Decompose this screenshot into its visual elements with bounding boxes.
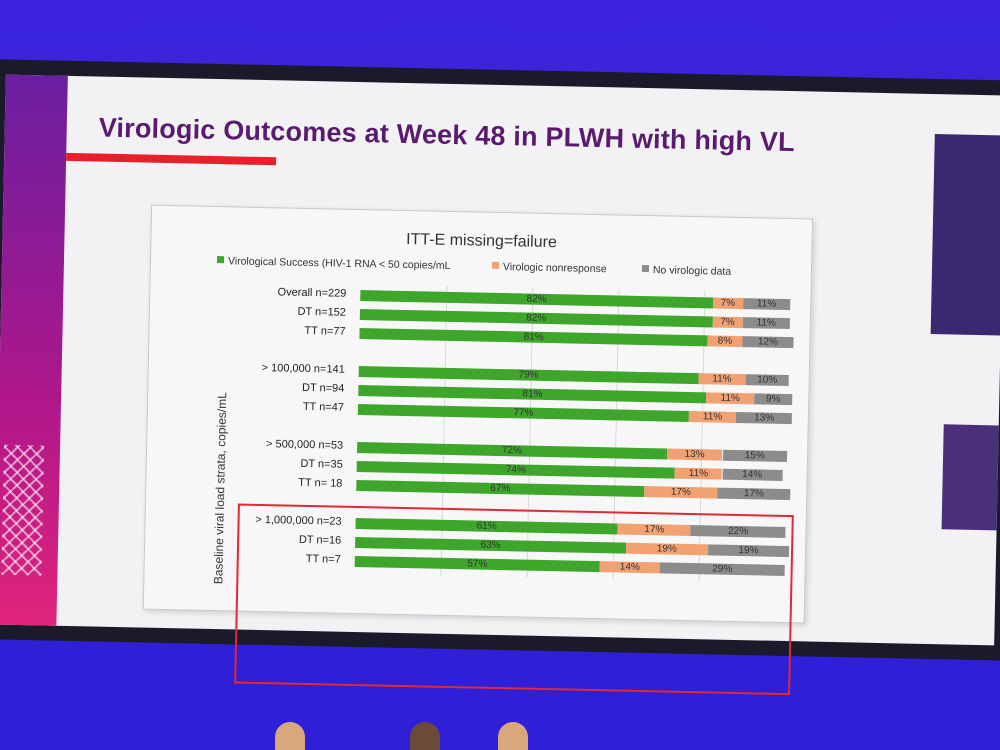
data-label-no-data: 11%	[756, 317, 776, 329]
data-label-no-data: 13%	[754, 412, 775, 424]
audience-head	[275, 722, 305, 750]
data-label-nonresponse: 11%	[702, 411, 723, 423]
data-label-success: 81%	[523, 331, 544, 343]
legend-item-no-data: No virologic data	[641, 264, 732, 278]
data-label-success: 82%	[526, 293, 547, 305]
data-label-success: 79%	[518, 369, 539, 381]
category-label: TT n= 18	[298, 476, 343, 490]
data-label-nonresponse: 7%	[720, 316, 735, 328]
data-label-success: 81%	[522, 388, 543, 400]
data-label-no-data: 11%	[756, 298, 777, 310]
legend-swatch-no-data	[641, 264, 650, 273]
legend-swatch-success	[216, 256, 225, 264]
highlight-box-high-viral-load	[234, 503, 794, 696]
legend-item-nonresponse: Virologic nonresponse	[491, 261, 607, 276]
category-label: > 100,000 n=141	[261, 362, 345, 376]
legend-swatch-nonresponse	[491, 261, 500, 269]
data-label-nonresponse: 17%	[670, 486, 692, 499]
legend-item-success: Virological Success (HIV-1 RNA < 50 copi…	[216, 255, 451, 272]
data-label-nonresponse: 13%	[684, 448, 705, 461]
legend-label-no-data: No virologic data	[652, 264, 732, 278]
chart-container: ITT-E missing=failure Virological Succes…	[142, 204, 814, 696]
data-label-nonresponse: 8%	[717, 335, 733, 347]
data-label-no-data: 17%	[743, 488, 765, 500]
legend-label-nonresponse: Virologic nonresponse	[502, 261, 607, 276]
chart-legend: Virological Success (HIV-1 RNA < 50 copi…	[216, 255, 807, 281]
data-label-no-data: 10%	[757, 374, 778, 386]
audience-head	[498, 722, 528, 750]
category-label: TT n=47	[302, 400, 345, 414]
audience-head	[410, 722, 440, 750]
data-label-success: 77%	[513, 407, 534, 419]
category-label: Overall n=229	[277, 286, 347, 300]
category-label: DT n=35	[300, 457, 343, 471]
data-label-nonresponse: 7%	[720, 297, 736, 309]
chart-title: ITT-E missing=failure	[405, 231, 558, 252]
data-label-nonresponse: 11%	[688, 467, 709, 480]
presentation-slide: Virologic Outcomes at Week 48 in PLWH wi…	[0, 74, 1000, 696]
category-label: DT n=152	[297, 305, 347, 319]
data-label-no-data: 15%	[744, 450, 765, 462]
category-label: DT n=94	[301, 381, 345, 395]
data-label-no-data: 12%	[757, 336, 779, 348]
legend-label-success: Virological Success (HIV-1 RNA < 50 copi…	[227, 255, 451, 272]
data-label-success: 72%	[501, 445, 523, 457]
data-label-no-data: 14%	[742, 469, 763, 481]
data-label-success: 74%	[505, 464, 526, 476]
slide-left-accent-band	[0, 74, 68, 626]
data-label-success: 82%	[526, 312, 547, 324]
category-label: > 500,000 n=53	[265, 438, 344, 452]
data-label-success: 67%	[490, 482, 511, 495]
data-label-nonresponse: 11%	[720, 392, 740, 405]
category-label: TT n=77	[304, 324, 346, 338]
slide-right-panel-lower	[941, 424, 999, 531]
data-label-nonresponse: 11%	[712, 373, 732, 385]
chart-plot-area: Overall n=229 82% 7% 11% DT n=152 82% 7% 11% TT …	[152, 206, 812, 582]
slide-right-panel	[930, 134, 1000, 336]
title-underline	[66, 152, 277, 166]
data-label-no-data: 9%	[765, 393, 781, 405]
cross-pattern-decoration	[1, 444, 45, 576]
slide-title: Virologic Outcomes at Week 48 in PLWH wi…	[98, 112, 796, 158]
